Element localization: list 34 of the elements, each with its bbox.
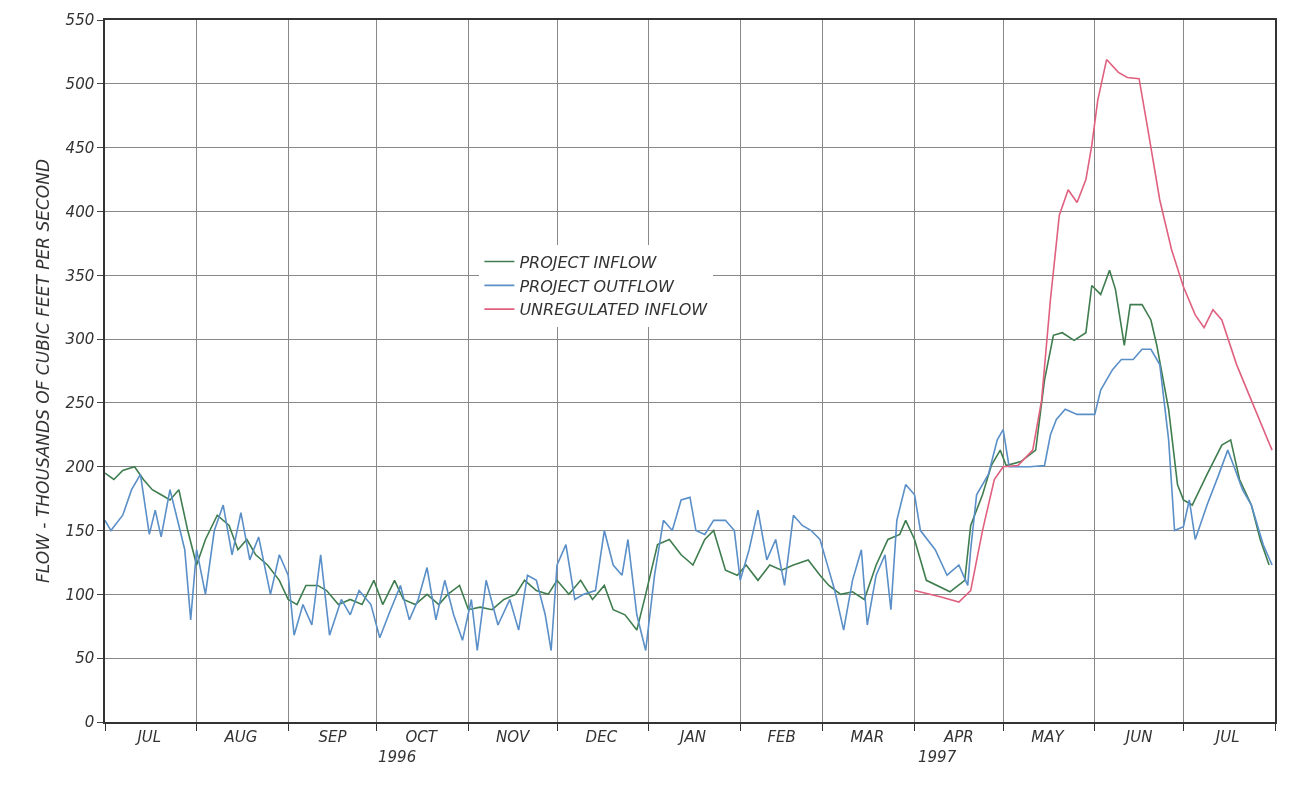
line-series bbox=[105, 269, 1270, 631]
y-tick-label: 150 bbox=[65, 521, 95, 540]
x-tick-label: NOV bbox=[496, 727, 532, 746]
x-tick-label: MAY bbox=[1031, 727, 1066, 746]
y-tick-label: 250 bbox=[65, 394, 95, 413]
x-tick-label: DEC bbox=[585, 727, 618, 746]
y-tick-label: 450 bbox=[65, 138, 95, 157]
x-tick-label: OCT bbox=[405, 727, 439, 746]
y-tick-label: 50 bbox=[75, 649, 95, 668]
x-tick-label: FEB bbox=[767, 727, 796, 746]
y-tick-label: 350 bbox=[65, 266, 95, 285]
x-tick-label: MAR bbox=[850, 727, 885, 746]
x-tick-label: AUG bbox=[223, 727, 258, 746]
line-series bbox=[913, 58, 1273, 603]
x-tick-label: SEP bbox=[318, 727, 348, 746]
x-tick-label: JAN bbox=[677, 727, 706, 746]
text: 1996 bbox=[378, 748, 417, 766]
legend-label: UNREGULATED INFLOW bbox=[519, 300, 709, 320]
legend-label: PROJECT OUTFLOW bbox=[519, 276, 675, 296]
text: 1997 bbox=[918, 748, 957, 766]
y-tick-label: 100 bbox=[65, 585, 95, 604]
y-tick-label: 550 bbox=[65, 11, 95, 30]
x-tick-label: JUL bbox=[134, 727, 162, 746]
legend-label: PROJECT INFLOW bbox=[519, 252, 658, 272]
y-tick-label: 300 bbox=[65, 330, 95, 349]
x-tick-label: JUL bbox=[1212, 727, 1240, 746]
x-tick-label: JUN bbox=[1122, 727, 1153, 746]
y-tick-label: 400 bbox=[65, 202, 95, 221]
y-axis-title: FLOW - THOUSANDS OF CUBIC FEET PER SECOND bbox=[32, 159, 53, 583]
x-tick-label: APR bbox=[942, 727, 974, 746]
line-series bbox=[105, 348, 1273, 652]
y-tick-label: 200 bbox=[65, 457, 95, 476]
y-tick-label: 0 bbox=[84, 713, 95, 732]
y-tick-label: 500 bbox=[65, 75, 95, 94]
